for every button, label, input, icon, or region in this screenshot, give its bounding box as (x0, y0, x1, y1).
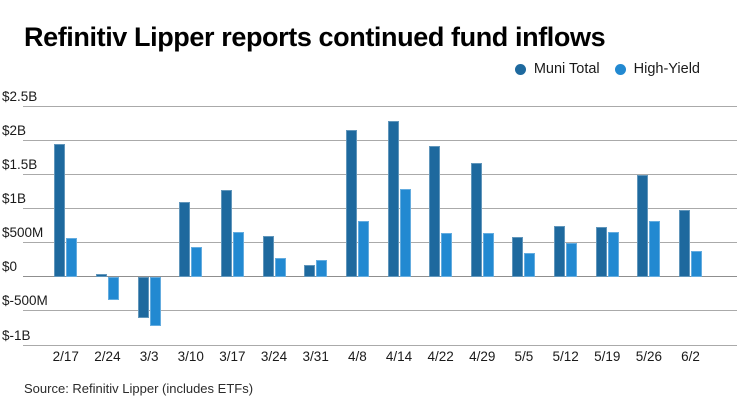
x-axis-tick-label: 5/26 (635, 349, 663, 364)
y-axis-tick-label: $-1B (2, 327, 31, 343)
y-axis-tick-label: $-500M (2, 293, 48, 309)
x-axis-tick-label: 3/24 (260, 349, 288, 364)
high-yield-bar-3-17 (232, 231, 244, 277)
legend-item-muni-total: Muni Total (514, 61, 600, 77)
muni-total-bar-3-17 (220, 189, 232, 277)
x-axis-tick-label: 5/5 (514, 349, 534, 364)
muni-total-bar-3-24 (262, 235, 274, 277)
muni-total-bar-2-17 (54, 143, 66, 277)
high-yield-bar-3-24 (274, 258, 286, 277)
high-yield-bar-3-10 (191, 247, 203, 277)
x-axis-tick-label: 4/22 (427, 349, 454, 364)
muni-total-bar-4-29 (470, 163, 482, 277)
high-yield-bar-5-5 (524, 253, 536, 277)
legend-label: Muni Total (533, 61, 600, 77)
x-axis-tick-label: 6/2 (681, 349, 700, 364)
x-axis-tick-label: 3/3 (139, 349, 159, 364)
muni-total-bar-2-24 (95, 273, 107, 277)
y-axis-tick-label: $1B (2, 190, 27, 206)
source-note: Source: Refinitiv Lipper (includes ETFs) (24, 381, 254, 396)
muni-total-bar-4-14 (387, 121, 399, 277)
legend-item-high-yield: High-Yield (614, 61, 700, 77)
high-yield-bar-2-24 (107, 277, 119, 300)
high-yield-bar-3-31 (316, 259, 328, 277)
y-axis-tick-label: $0 (2, 259, 18, 275)
gridline (23, 173, 737, 175)
x-axis-tick-label: 4/29 (469, 349, 496, 364)
x-axis-tick-label: 5/12 (552, 349, 579, 364)
y-axis-tick-label: $2B (2, 122, 27, 138)
x-axis-tick-label: 3/31 (302, 349, 329, 364)
high-yield-bar-5-12 (566, 243, 578, 277)
gridline (23, 310, 737, 312)
muni-total-bar-3-31 (304, 265, 316, 277)
muni-total-bar-5-19 (595, 226, 607, 277)
muni-total-bar-5-5 (512, 237, 524, 277)
legend-label: High-Yield (633, 61, 700, 77)
muni-total-bar-6-2 (679, 210, 691, 277)
muni-total-bar-5-26 (637, 174, 649, 277)
x-axis-tick-label: 3/10 (177, 349, 204, 364)
high-yield-bar-3-3 (149, 277, 161, 327)
x-axis-tick-label: 3/17 (219, 349, 246, 364)
gridline (23, 242, 737, 244)
muni-total-bar-3-10 (179, 201, 191, 277)
muni-total-bar-5-12 (554, 225, 566, 277)
legend: Muni Total High-Yield (514, 61, 700, 77)
gridline (23, 139, 737, 141)
high-yield-bar-4-29 (482, 233, 494, 277)
x-axis-tick-label: 4/14 (385, 349, 413, 364)
muni-total-bar-3-3 (137, 277, 149, 319)
x-axis-tick-label: 2/24 (94, 349, 121, 364)
muni-total-legend-dot-icon (514, 63, 526, 75)
x-axis-tick-label: 2/17 (52, 349, 79, 364)
x-axis-tick-label: 4/8 (347, 349, 367, 364)
x-axis-tick-label: 5/19 (594, 349, 621, 364)
muni-total-bar-4-22 (429, 146, 441, 277)
y-axis-tick-label: $1.5B (2, 156, 38, 172)
gridline (23, 207, 737, 209)
high-yield-bar-4-22 (441, 233, 453, 277)
y-axis-tick-label: $500M (2, 225, 44, 241)
chart-title: Refinitiv Lipper reports continued fund … (24, 22, 606, 52)
gridline (23, 276, 737, 278)
high-yield-bar-5-19 (607, 232, 619, 277)
high-yield-legend-dot-icon (614, 63, 626, 75)
muni-total-bar-4-8 (345, 129, 357, 277)
y-axis-tick-label: $2.5B (2, 88, 38, 104)
high-yield-bar-5-26 (649, 220, 661, 277)
gridline (23, 344, 737, 346)
gridline (23, 105, 737, 107)
high-yield-bar-4-8 (357, 220, 369, 277)
high-yield-bar-4-14 (399, 188, 411, 277)
high-yield-bar-6-2 (691, 251, 703, 277)
high-yield-bar-2-17 (66, 237, 78, 277)
